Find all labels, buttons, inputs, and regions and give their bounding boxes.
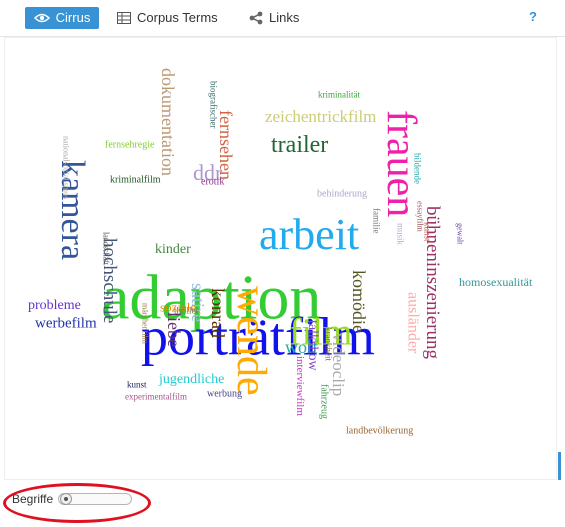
cloud-word[interactable]: probleme xyxy=(28,298,81,313)
cloud-word[interactable]: familie xyxy=(372,208,382,234)
cloud-word[interactable]: bühneninszenierung xyxy=(422,206,443,360)
cloud-word[interactable]: bildende xyxy=(413,153,423,184)
cloud-word[interactable]: film xyxy=(289,311,352,353)
cloud-word[interactable]: musik xyxy=(396,223,406,246)
cloud-word[interactable]: gewalt xyxy=(455,223,464,245)
cloud-word[interactable]: landbevölkerung xyxy=(346,425,413,436)
scrollbar-thumb[interactable] xyxy=(558,452,561,480)
cloud-word[interactable]: fernsehregie xyxy=(105,139,155,150)
cloud-word[interactable]: experimentalfilm xyxy=(125,391,187,401)
cloud-word[interactable]: nationalsozialismus xyxy=(61,136,70,199)
cloud-word[interactable]: biografischer xyxy=(209,81,219,128)
cloud-word[interactable]: kamera xyxy=(54,160,91,260)
cloud-word[interactable]: jugendliche xyxy=(158,372,224,387)
cloud-word[interactable]: wende xyxy=(228,286,274,396)
tab-corpus-terms[interactable]: Corpus Terms xyxy=(117,7,218,29)
cloud-word[interactable]: märchenfilm xyxy=(140,303,149,345)
cloud-word[interactable]: homosexualität xyxy=(459,275,533,289)
cloud-word[interactable]: landschaft xyxy=(101,232,110,266)
cloud-word[interactable]: thriller xyxy=(174,305,199,315)
cloud-word[interactable]: werbefilm xyxy=(35,316,97,332)
cloud-word[interactable]: interviewfilm xyxy=(294,356,306,416)
cloud-word[interactable]: dokumentation xyxy=(158,68,178,176)
cloud-word[interactable]: essayfilm xyxy=(415,201,424,232)
cloud-word[interactable]: adaption xyxy=(101,262,321,333)
cloud-word[interactable]: videoclip xyxy=(329,333,348,396)
cloud-word[interactable]: zeichentrickfilm xyxy=(265,107,376,126)
cloud-word[interactable]: kinder xyxy=(155,242,191,257)
cloud-word[interactable]: frauen xyxy=(378,110,424,217)
eye-icon xyxy=(33,13,50,23)
cloud-word[interactable]: ausländer xyxy=(405,292,422,354)
cloud-word[interactable]: konrad xyxy=(208,288,228,338)
tab-bar: Cirrus Corpus Terms Links ? xyxy=(0,0,565,37)
cloud-word[interactable]: arbeit xyxy=(259,210,359,259)
cloud-word[interactable]: satire xyxy=(188,283,208,322)
cloud-word[interactable]: porträtfilm xyxy=(141,306,375,366)
footer-toolbar: Begriffe xyxy=(0,482,565,527)
share-icon xyxy=(249,11,263,25)
cloud-word[interactable]: wolf xyxy=(285,337,318,357)
cloud-word[interactable]: kunst xyxy=(127,379,147,389)
cirrus-panel: adaption porträtfilm wende frauen arbeit kame… xyxy=(4,37,557,480)
cloud-word[interactable]: kriminalität xyxy=(318,89,360,99)
cloud-word[interactable]: kunst xyxy=(423,222,433,242)
cloud-word[interactable]: krankheit xyxy=(324,327,334,361)
cloud-word[interactable]: soziale xyxy=(160,300,196,315)
cloud-word[interactable]: werbung xyxy=(207,388,242,399)
cloud-word[interactable]: komödie xyxy=(349,270,369,333)
cloud-word[interactable]: erotik xyxy=(201,176,224,187)
help-button[interactable]: ? xyxy=(529,9,537,24)
tab-links-label: Links xyxy=(269,10,300,25)
cloud-word[interactable]: talkshow xyxy=(305,320,320,371)
tab-cirrus-label: Cirrus xyxy=(55,10,91,25)
tab-corpus-terms-label: Corpus Terms xyxy=(137,10,218,25)
cloud-word[interactable]: trailer xyxy=(271,132,328,158)
cloud-word[interactable]: hochschule xyxy=(99,238,120,323)
cloud-word[interactable]: fahrzeug xyxy=(319,384,330,419)
tab-cirrus[interactable]: Cirrus xyxy=(25,7,99,29)
cloud-word[interactable]: fernsehen xyxy=(216,110,236,180)
cloud-word[interactable]: kriminalfilm xyxy=(110,174,161,185)
red-highlight-annotation xyxy=(3,483,151,523)
cloud-word[interactable]: behinderung xyxy=(317,188,367,199)
tab-links[interactable]: Links xyxy=(249,7,299,29)
table-icon xyxy=(117,12,131,24)
cloud-word[interactable]: ddr xyxy=(193,160,223,185)
cloud-word[interactable]: liebe xyxy=(164,312,184,347)
